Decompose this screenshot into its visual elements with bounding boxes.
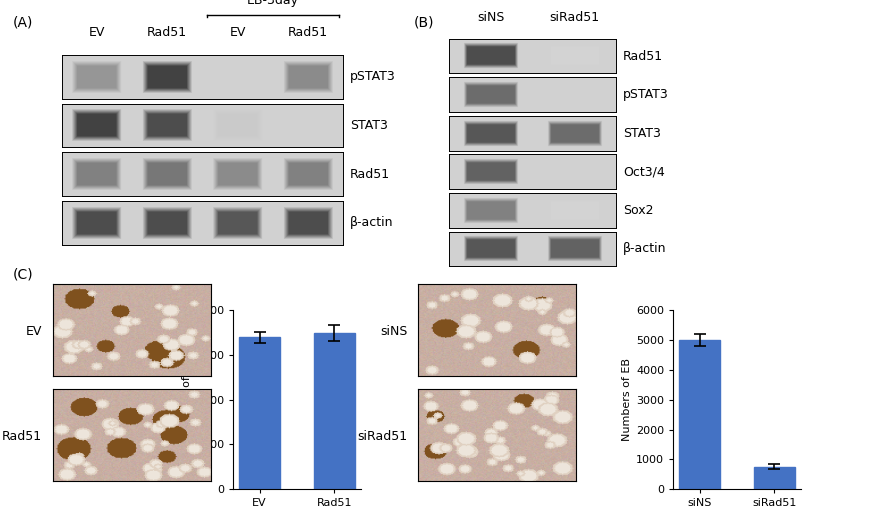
Text: siNS: siNS <box>477 11 504 24</box>
Text: Oct3/4: Oct3/4 <box>623 165 664 178</box>
Text: EV: EV <box>26 325 42 338</box>
Text: (B): (B) <box>414 15 434 29</box>
Text: Rad51: Rad51 <box>147 26 187 39</box>
Text: EV: EV <box>89 26 105 39</box>
Text: pSTAT3: pSTAT3 <box>350 70 396 84</box>
Text: siRad51: siRad51 <box>549 11 599 24</box>
Bar <box>754 467 795 489</box>
Bar <box>239 337 280 489</box>
Bar <box>314 333 355 489</box>
Text: siRad51: siRad51 <box>357 430 407 443</box>
Text: STAT3: STAT3 <box>350 119 388 132</box>
Text: (C): (C) <box>13 268 33 282</box>
Text: Rad51: Rad51 <box>288 26 328 39</box>
Y-axis label: Numbers of EB: Numbers of EB <box>622 358 632 441</box>
Text: siNS: siNS <box>380 325 407 338</box>
Bar <box>679 340 720 489</box>
Text: Sox2: Sox2 <box>623 204 654 217</box>
Text: STAT3: STAT3 <box>623 127 661 140</box>
Text: β-actin: β-actin <box>623 242 666 256</box>
Text: EB-3day: EB-3day <box>246 0 299 7</box>
Text: pSTAT3: pSTAT3 <box>623 88 669 101</box>
Y-axis label: Numbers of EB: Numbers of EB <box>182 358 192 441</box>
Text: Rad51: Rad51 <box>623 49 664 63</box>
Text: EV: EV <box>230 26 246 39</box>
Text: β-actin: β-actin <box>350 216 393 229</box>
Text: (A): (A) <box>13 15 33 29</box>
Text: Rad51: Rad51 <box>2 430 42 443</box>
Text: Rad51: Rad51 <box>350 168 391 181</box>
